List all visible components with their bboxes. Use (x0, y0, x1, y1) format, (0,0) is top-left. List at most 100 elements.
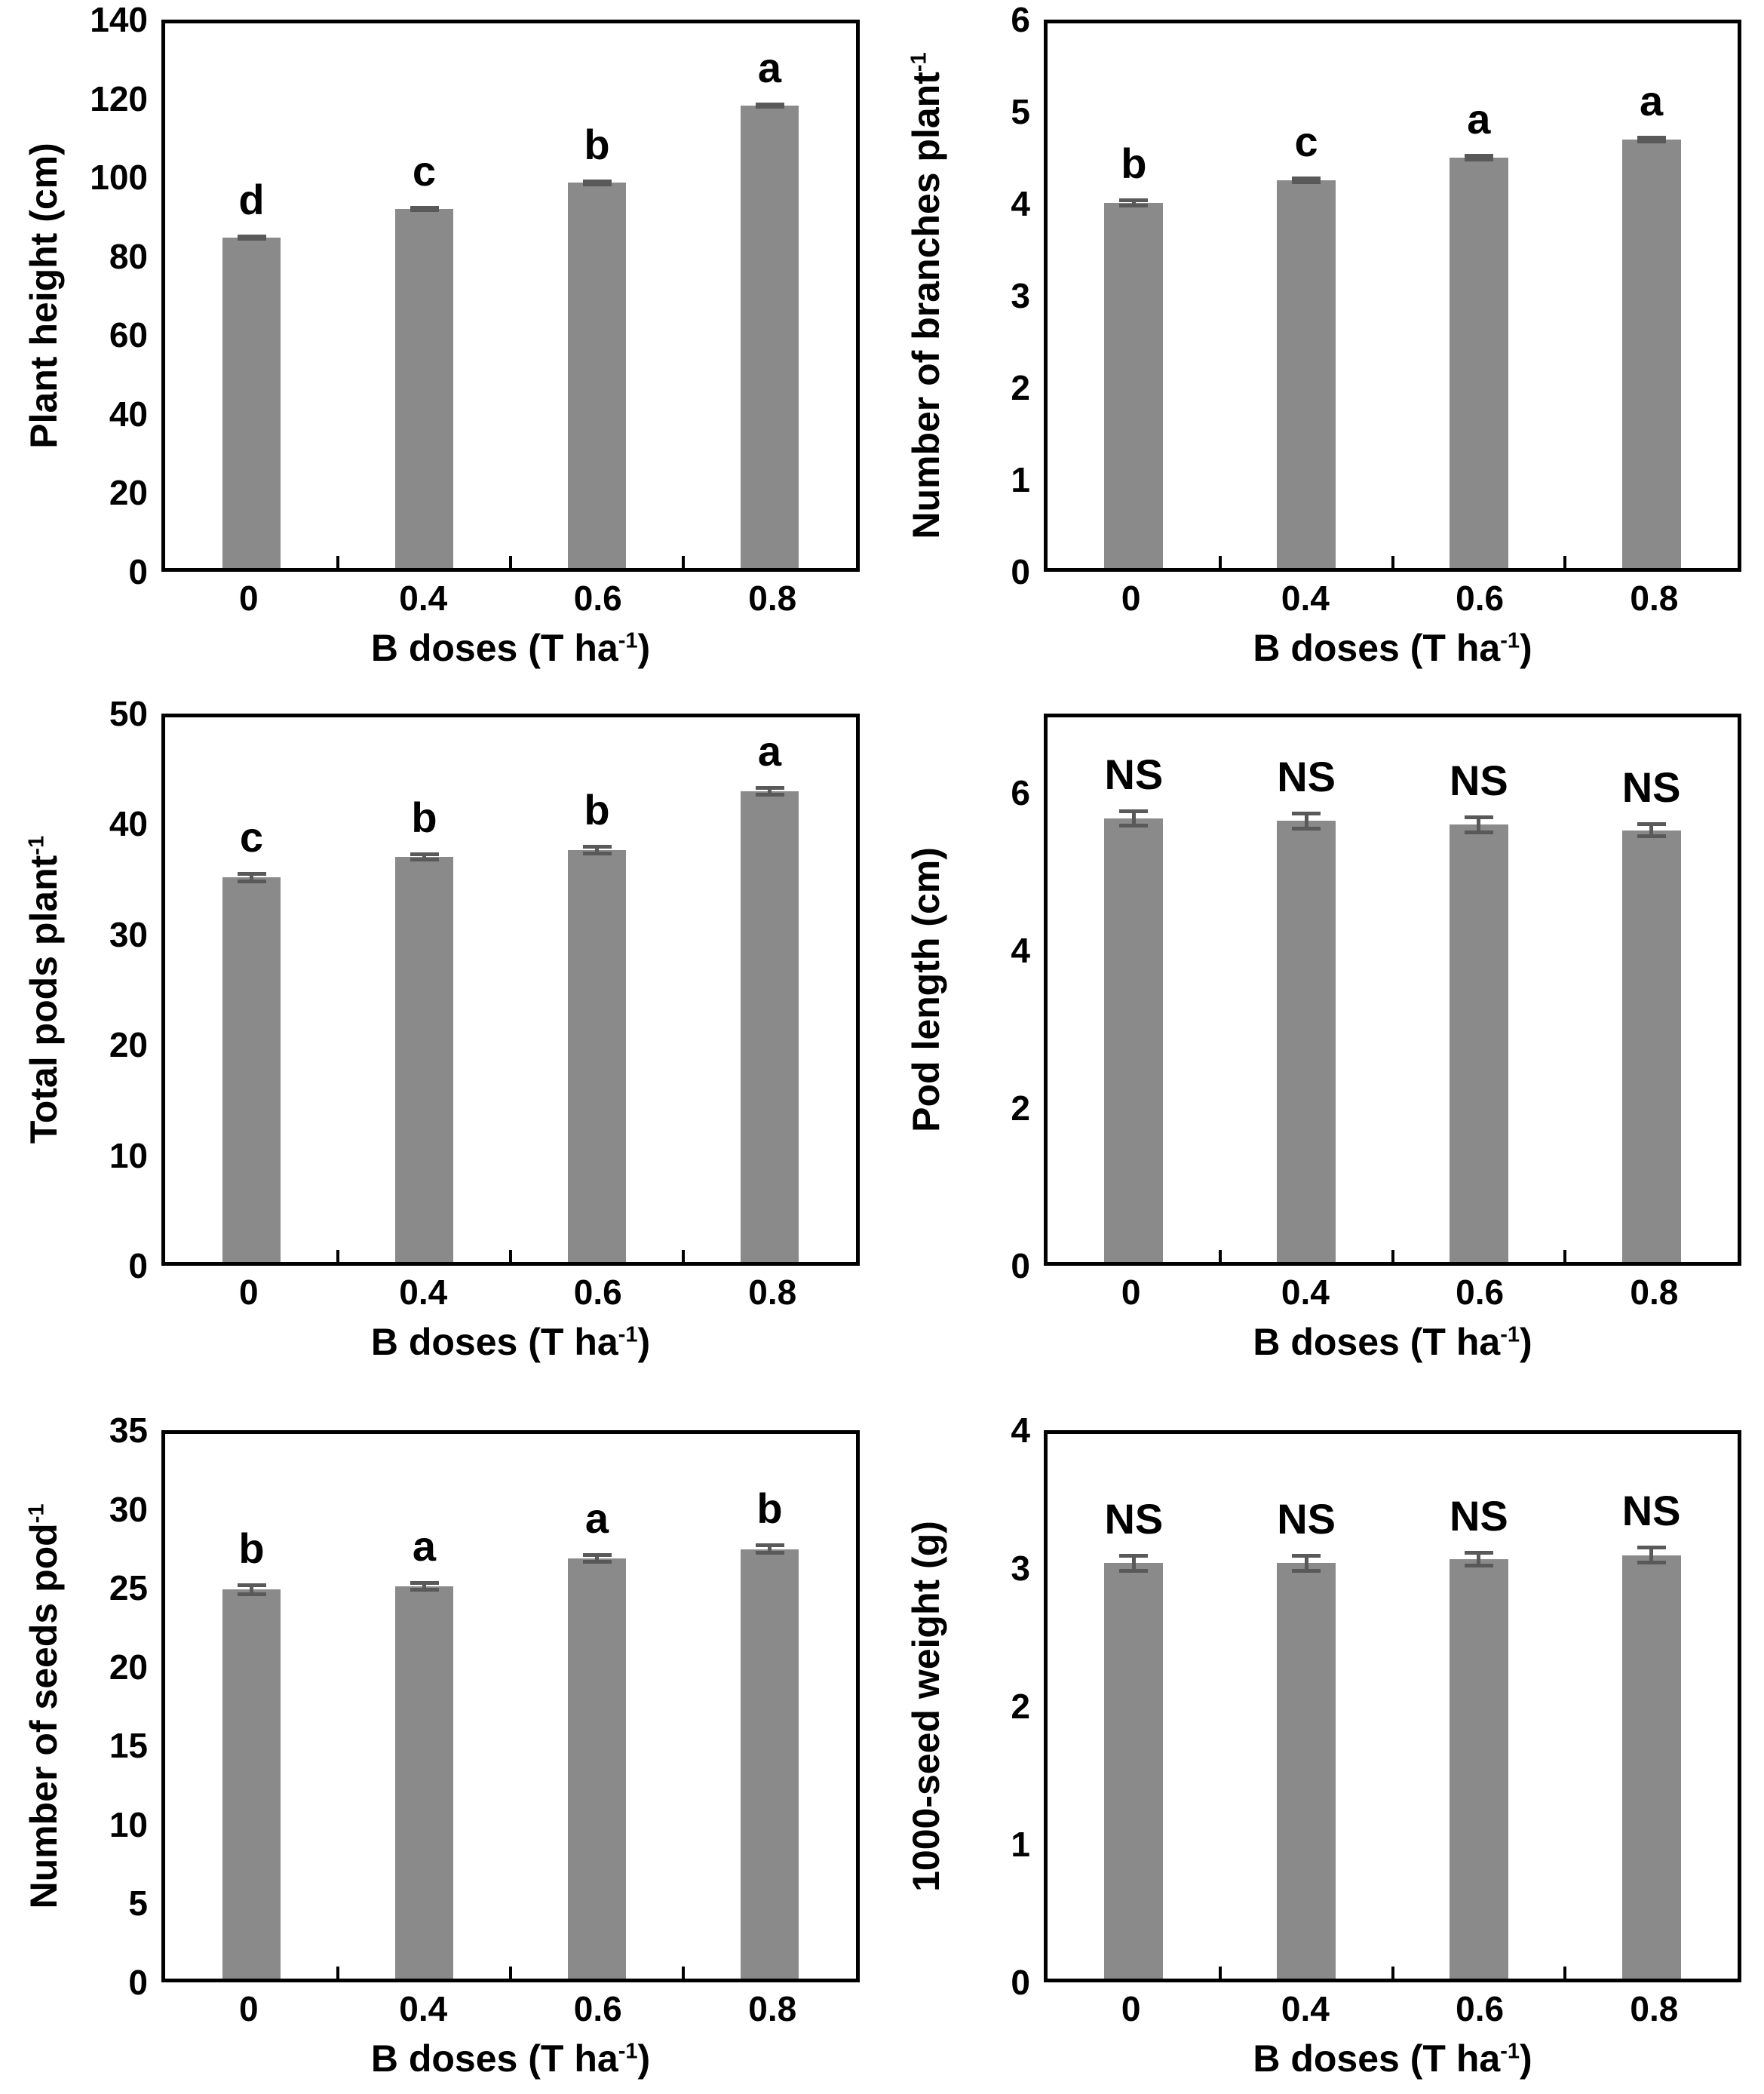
error-bar-stem (250, 876, 253, 880)
error-bar (1464, 154, 1493, 161)
error-bar-cap (1119, 1553, 1149, 1558)
error-bar-cap (755, 106, 784, 109)
error-bar-cap (1119, 1569, 1149, 1574)
bar (1277, 180, 1336, 568)
significance-letter: b (584, 785, 610, 834)
bar (394, 856, 454, 1262)
category-boundary-tick (1391, 1250, 1394, 1262)
x-tick-label: 0.6 (1456, 1989, 1505, 2028)
y-axis-title-superscript: -1 (24, 1503, 49, 1524)
bar (1621, 830, 1681, 1262)
x-axis-title: B doses (T ha-1) (161, 619, 860, 683)
error-bar (237, 234, 266, 241)
error-bar-stem (1477, 1555, 1481, 1564)
error-bar-cap (582, 180, 612, 183)
category-boundary-tick (682, 1967, 685, 1979)
error-bar-cap (1637, 834, 1666, 838)
chart-grid: 1000-seed weight (g) 0 1 2 3 4 NS NS NS NS 0 0.4… (893, 1413, 1741, 2094)
error-bar (1119, 1553, 1149, 1574)
significance-letter: c (412, 146, 437, 195)
chart-grid: Plant height (cm) 0 20 40 60 80 100 120 140 d c b… (11, 2, 860, 683)
error-bar-cap (1637, 140, 1666, 143)
y-tick-label: 4 (1011, 184, 1030, 223)
y-axis-tick-labels: 0 5 10 15 20 25 30 35 (77, 1413, 161, 2000)
y-tick-label: 10 (109, 1804, 148, 1844)
y-axis-title-text: Plant height (cm) (23, 143, 65, 449)
error-bar-stem (768, 1547, 772, 1551)
error-bar-cap (582, 1560, 612, 1564)
error-bar-stem (422, 856, 426, 858)
bar (567, 1558, 627, 1979)
bar (1277, 1563, 1336, 1979)
bar (740, 106, 799, 568)
significance-letter: NS (1277, 752, 1336, 800)
bar (1449, 1559, 1508, 1979)
significance-letter: NS (1277, 1494, 1336, 1543)
significance-letter: b (1121, 140, 1147, 188)
x-axis-title: B doses (T ha-1) (1044, 619, 1741, 683)
y-tick-label: 100 (90, 158, 148, 198)
y-tick-label: 0 (1011, 1246, 1030, 1285)
error-bar-cap (1464, 1551, 1493, 1555)
error-bar-stem (595, 848, 599, 852)
error-bar-stem (1477, 818, 1481, 831)
bar (222, 877, 281, 1262)
y-tick-label: 25 (109, 1568, 148, 1608)
category-boundary-tick (1563, 1250, 1567, 1262)
y-axis-tick-labels: 0 1 2 3 4 5 6 (959, 2, 1044, 589)
x-axis-title: B doses (T ha-1) (1044, 1313, 1741, 1377)
significance-letter: a (1640, 77, 1664, 125)
x-axis-tick-labels: 0 0.4 0.6 0.8 (1044, 1982, 1741, 2029)
category-boundary-tick (682, 1250, 685, 1262)
error-bar-cap (755, 793, 784, 797)
y-axis-title: Pod length (cm) (893, 714, 959, 1266)
chart-panel-pod-length: Pod length (cm) 0 2 4 6 NS NS NS NS 0 0.4 0.6 0.8… (882, 694, 1764, 1411)
error-bar-stem (1304, 1557, 1308, 1570)
error-bar (582, 844, 612, 856)
y-tick-label: 15 (109, 1726, 148, 1766)
y-axis-title-text: 1000-seed weight (g) (905, 1521, 947, 1892)
error-bar-cap (1119, 809, 1149, 813)
error-bar (1464, 815, 1493, 834)
y-tick-label: 2 (1011, 1088, 1030, 1128)
error-bar-stem (768, 789, 772, 794)
error-bar-stem (1649, 826, 1654, 834)
y-axis-tick-labels: 0 1 2 3 4 (959, 1413, 1044, 2000)
bar (740, 791, 799, 1262)
error-bar-cap (1637, 1561, 1666, 1565)
significance-letter: d (238, 175, 265, 223)
y-tick-label: 60 (109, 315, 148, 355)
x-axis-title-superscript: -1 (618, 2039, 638, 2064)
bar (740, 1549, 799, 1979)
error-bar-cap (1119, 198, 1149, 203)
x-axis-title-close: ) (1519, 1321, 1532, 1363)
y-axis-title-text: Number of branches plant-1 (905, 52, 947, 539)
y-tick-label: 6 (1011, 772, 1030, 812)
x-axis-tick-labels: 0 0.4 0.6 0.8 (1044, 1266, 1741, 1313)
y-tick-label: 20 (109, 473, 148, 513)
y-axis-title-text: Total pods plant-1 (23, 836, 65, 1144)
y-tick-label: 35 (109, 1411, 148, 1450)
bar (394, 1586, 454, 1979)
x-axis-title: B doses (T ha-1) (161, 2029, 860, 2094)
error-bar-cap (1292, 811, 1321, 815)
error-bar (1292, 811, 1321, 831)
category-boundary-tick (1391, 1967, 1394, 1979)
category-boundary-tick (1563, 556, 1567, 568)
y-axis-title-text: Number of seeds pod-1 (23, 1503, 65, 1909)
plot-area: NS NS NS NS (1044, 714, 1741, 1266)
x-tick-label: 0.6 (573, 579, 622, 618)
y-axis-title: Total pods plant-1 (11, 714, 77, 1266)
y-axis-tick-labels: 0 10 20 30 40 50 (77, 696, 161, 1283)
category-boundary-tick (336, 1250, 339, 1262)
x-tick-label: 0.6 (1456, 1273, 1505, 1312)
y-tick-label: 2 (1011, 368, 1030, 407)
y-tick-label: 1 (1011, 460, 1030, 499)
error-bar-cap (582, 852, 612, 856)
error-bar-cap (1292, 1553, 1321, 1558)
error-bar-cap (1464, 154, 1493, 158)
x-tick-label: 0.6 (1456, 579, 1505, 618)
